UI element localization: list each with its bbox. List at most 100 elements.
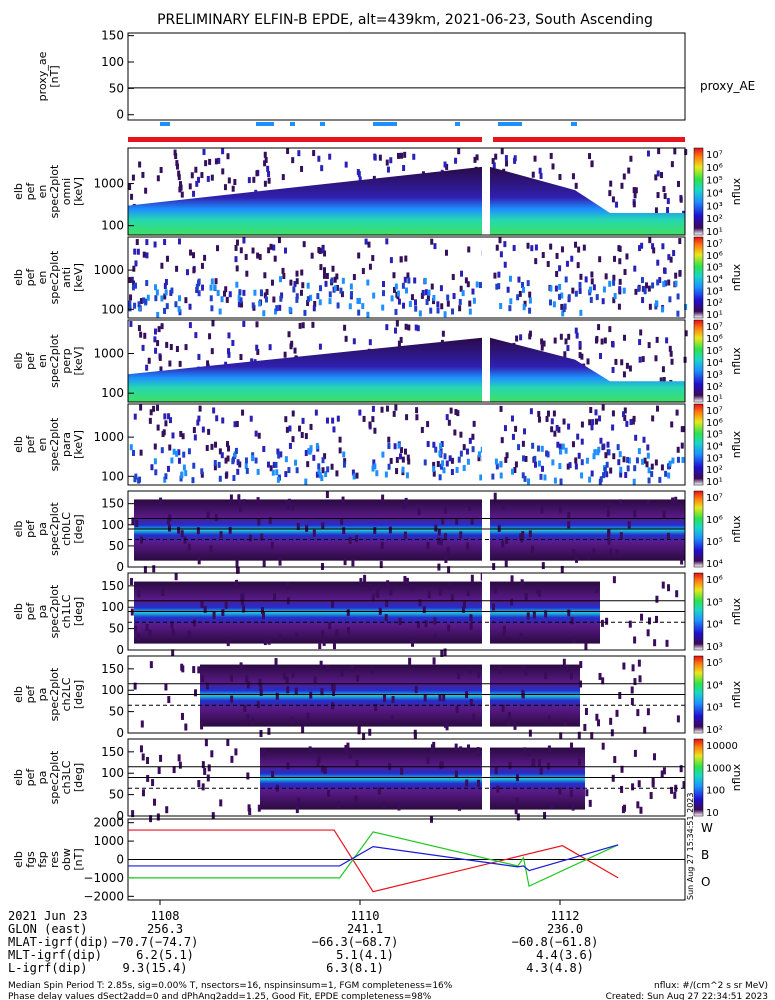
speckle <box>639 329 643 336</box>
hit <box>210 278 214 285</box>
hit <box>407 277 411 284</box>
colorbar-label: nflux <box>730 680 743 708</box>
speckle <box>607 530 611 538</box>
sector-mark <box>160 122 170 126</box>
speckle <box>340 517 344 525</box>
speckle <box>210 174 214 181</box>
speckle <box>343 558 347 566</box>
hit <box>319 285 323 292</box>
hit <box>239 297 243 304</box>
hit <box>192 462 196 469</box>
speckle <box>494 153 498 160</box>
speckle <box>660 464 664 471</box>
speckle <box>640 242 644 249</box>
speckle <box>352 274 356 281</box>
speckle <box>214 514 218 522</box>
ylabel-line: ch3LC <box>60 760 73 794</box>
speckle <box>585 789 589 797</box>
speckle <box>242 237 246 244</box>
hit <box>200 468 204 475</box>
pitch-angle-spectrogram <box>128 491 685 574</box>
speckle <box>611 341 615 348</box>
speckle <box>454 157 458 164</box>
speckle <box>351 469 355 476</box>
speckle <box>427 591 431 599</box>
speckle <box>262 446 266 453</box>
speckle <box>192 666 196 674</box>
speckle <box>372 459 376 466</box>
speckle <box>235 265 239 272</box>
speckle <box>269 465 273 472</box>
hit <box>387 463 391 470</box>
speckle <box>355 759 359 767</box>
speckle <box>298 322 302 329</box>
footer-row-label: GLON (east) <box>8 922 87 936</box>
speckle <box>684 330 688 337</box>
speckle <box>158 354 162 361</box>
speckle <box>416 325 420 332</box>
speckle <box>311 321 315 328</box>
speckle <box>514 425 518 432</box>
footer-l: 6.3(8.1) <box>326 961 384 975</box>
speckle <box>609 548 613 556</box>
footer-note-1: Median Spin Period T: 2.85s, sig=0.00% T… <box>8 981 453 991</box>
speckle <box>226 455 230 462</box>
hit <box>414 305 418 312</box>
speckle <box>472 420 476 427</box>
speckle <box>666 532 670 540</box>
speckle <box>386 166 390 173</box>
ylabel-line: elb <box>12 603 25 620</box>
speckle <box>440 441 444 448</box>
speckle <box>661 581 665 589</box>
speckle <box>597 324 601 331</box>
hit <box>466 458 470 465</box>
pa-tick-label: 50 <box>109 705 124 719</box>
hit <box>277 452 281 459</box>
speckle <box>447 624 451 632</box>
energy-band-left <box>128 337 482 402</box>
hit <box>602 472 606 479</box>
speckle <box>187 543 191 551</box>
speckle <box>192 252 196 259</box>
speckle <box>601 404 605 411</box>
speckle <box>250 358 254 365</box>
speckle <box>542 340 546 347</box>
colorbar-tick: 10⁵ <box>706 597 723 608</box>
speckle <box>385 599 389 607</box>
data-gap <box>482 237 490 318</box>
ylabel-line: spec2plot <box>48 502 61 556</box>
speckle <box>194 166 198 173</box>
speckle <box>286 582 290 590</box>
hit <box>244 457 248 464</box>
speckle <box>377 787 381 795</box>
speckle <box>332 683 336 691</box>
speckle <box>654 459 658 466</box>
hit <box>234 447 238 454</box>
speckle <box>223 184 227 191</box>
speckle <box>621 806 625 814</box>
speckle <box>601 677 605 685</box>
speckle <box>301 282 305 289</box>
speckle <box>267 247 271 254</box>
speckle <box>129 577 133 585</box>
speckle <box>148 417 152 424</box>
speckle <box>413 277 417 284</box>
speckle <box>571 803 575 811</box>
speckle <box>404 255 408 262</box>
speckle <box>152 565 156 573</box>
speckle <box>598 672 602 680</box>
speckle <box>255 321 259 328</box>
hit <box>154 469 158 476</box>
hit <box>462 465 466 472</box>
speckle <box>286 502 290 510</box>
speckle <box>662 510 666 518</box>
hit <box>295 293 299 300</box>
speckle <box>256 348 260 355</box>
footer-row-label: 2021 Jun 23 <box>8 909 87 923</box>
ylabel-line: ch0LC <box>60 512 73 546</box>
speckle <box>570 742 574 750</box>
speckle <box>382 801 386 809</box>
hit <box>210 305 214 312</box>
speckle <box>579 273 583 280</box>
speckle <box>508 762 512 770</box>
